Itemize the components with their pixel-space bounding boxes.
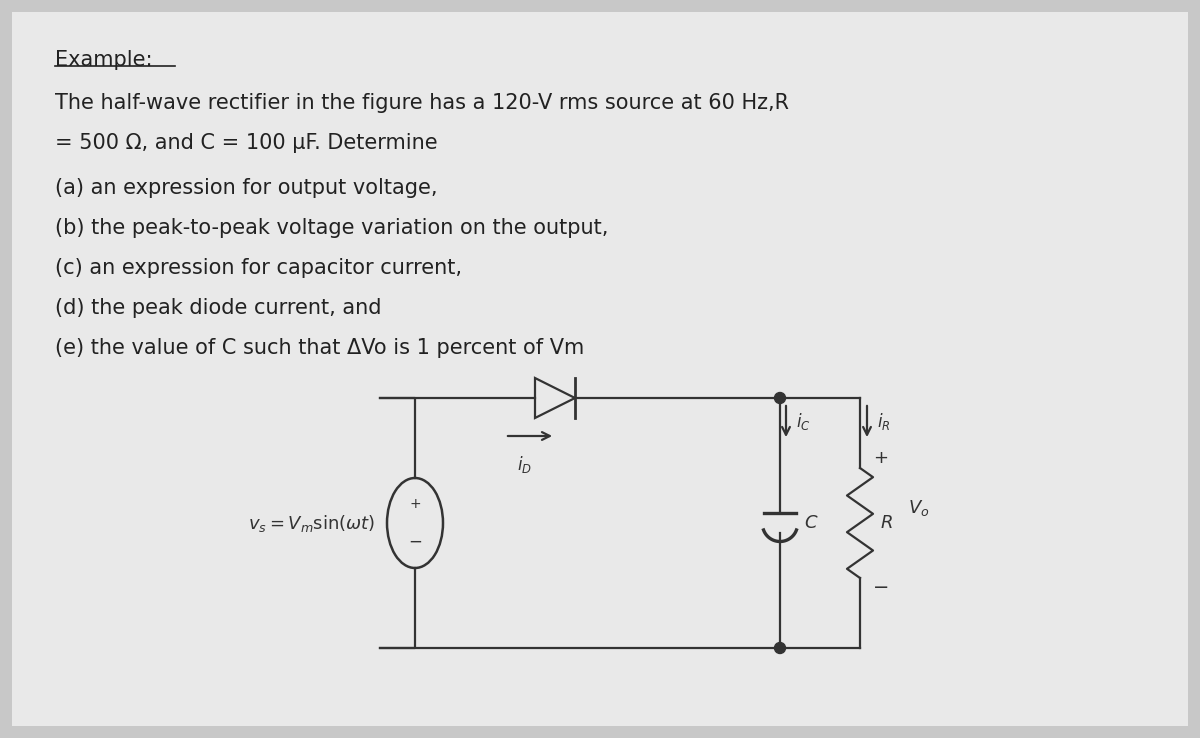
Text: R: R — [881, 514, 894, 532]
Text: Example:: Example: — [55, 50, 152, 70]
Text: (a) an expression for output voltage,: (a) an expression for output voltage, — [55, 178, 438, 198]
Text: −: − — [408, 533, 422, 551]
Text: $i_C$: $i_C$ — [796, 411, 811, 432]
Text: (c) an expression for capacitor current,: (c) an expression for capacitor current, — [55, 258, 462, 278]
Text: $V_o$: $V_o$ — [908, 498, 930, 518]
Text: = 500 Ω, and C = 100 μF. Determine: = 500 Ω, and C = 100 μF. Determine — [55, 133, 438, 153]
Text: (d) the peak diode current, and: (d) the peak diode current, and — [55, 298, 382, 318]
Text: (e) the value of C such that ΔVo is 1 percent of Vm: (e) the value of C such that ΔVo is 1 pe… — [55, 338, 584, 358]
Text: $i_D$: $i_D$ — [517, 454, 533, 475]
FancyBboxPatch shape — [12, 12, 1188, 726]
Text: C: C — [804, 514, 817, 532]
Text: +: + — [874, 449, 888, 467]
Text: $i_R$: $i_R$ — [877, 411, 890, 432]
Circle shape — [774, 643, 786, 654]
Text: +: + — [409, 497, 421, 511]
Circle shape — [774, 393, 786, 404]
Text: $v_s = V_m \sin(\omega t)$: $v_s = V_m \sin(\omega t)$ — [247, 512, 374, 534]
Text: The half-wave rectifier in the figure has a 120-V rms source at 60 Hz,R: The half-wave rectifier in the figure ha… — [55, 93, 790, 113]
Text: −: − — [872, 579, 889, 598]
Text: (b) the peak-to-peak voltage variation on the output,: (b) the peak-to-peak voltage variation o… — [55, 218, 608, 238]
